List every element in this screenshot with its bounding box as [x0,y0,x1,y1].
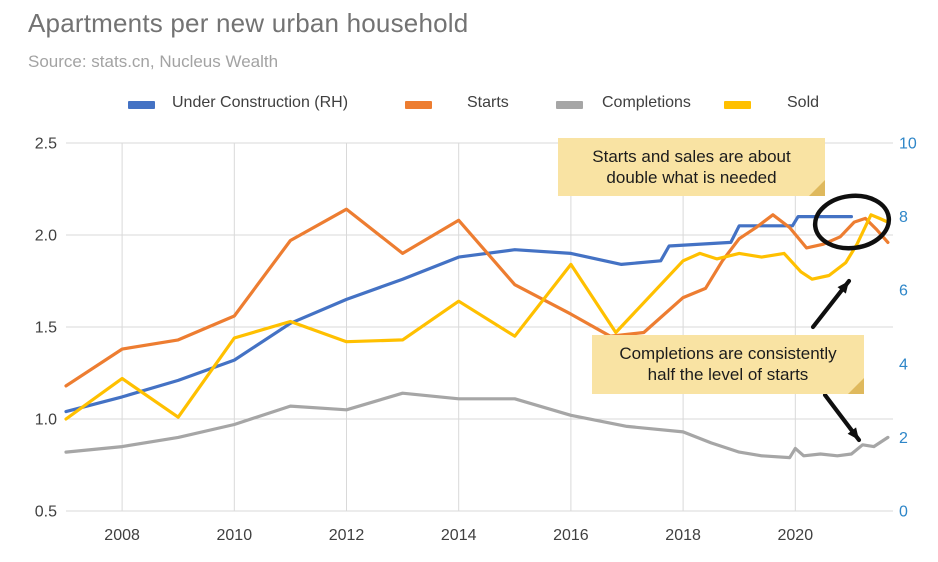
page-title: Apartments per new urban household [28,8,469,38]
svg-text:2.5: 2.5 [35,136,57,153]
legend-swatch-under-construction-icon [128,101,155,109]
legend-item-completions[interactable]: Completions [602,94,691,111]
svg-text:4: 4 [899,356,908,373]
sticky-note-line: double what is needed [606,168,777,187]
source-caption: Source: stats.cn, Nucleus Wealth [28,52,279,71]
arrow-to-completions-line-icon [822,392,862,443]
svg-text:2008: 2008 [104,527,140,544]
sticky-note-line: Completions are consistently [619,344,837,363]
legend-swatch-completions-icon [556,101,583,109]
svg-text:10: 10 [899,136,917,153]
series-line-sold [64,213,890,421]
svg-text:2010: 2010 [217,527,253,544]
series-line-completions [64,391,890,460]
hand-annotations [810,193,892,443]
series-line-starts [64,207,890,388]
legend: Under Construction (RH) Starts Completio… [0,94,938,116]
svg-text:2014: 2014 [441,527,477,544]
svg-text:0.5: 0.5 [35,504,57,521]
legend-item-under-construction[interactable]: Under Construction (RH) [172,94,349,111]
legend-swatch-starts-icon [405,101,432,109]
svg-text:1.5: 1.5 [35,320,57,337]
series-line-under-construction-rh- [64,215,854,414]
sticky-note-completions: Completions are consistently half the le… [592,335,864,394]
left-axis-labels: 2.5 2.0 1.5 1.0 0.5 [35,136,57,521]
svg-text:2020: 2020 [778,527,814,544]
svg-text:6: 6 [899,283,908,300]
svg-text:2.0: 2.0 [35,228,57,245]
sticky-note-line: Starts and sales are about [592,147,791,166]
svg-text:2012: 2012 [329,527,365,544]
svg-text:2: 2 [899,430,908,447]
legend-item-starts[interactable]: Starts [467,94,509,111]
svg-text:1.0: 1.0 [35,412,57,429]
circle-highlight-icon [812,193,892,251]
svg-text:8: 8 [899,209,908,226]
svg-text:0: 0 [899,504,908,521]
sticky-note-line: half the level of starts [647,365,809,384]
legend-swatch-sold-icon [724,101,751,109]
svg-text:2018: 2018 [665,527,701,544]
sticky-note-starts-sales: Starts and sales are about double what i… [558,138,825,196]
right-axis-labels: 10 8 6 4 2 0 [899,136,917,521]
arrow-to-sold-line-icon [810,278,852,330]
svg-text:2016: 2016 [553,527,589,544]
x-axis-labels: 2008 2010 2012 2014 2016 2018 2020 [104,527,813,544]
legend-item-sold[interactable]: Sold [787,94,820,111]
